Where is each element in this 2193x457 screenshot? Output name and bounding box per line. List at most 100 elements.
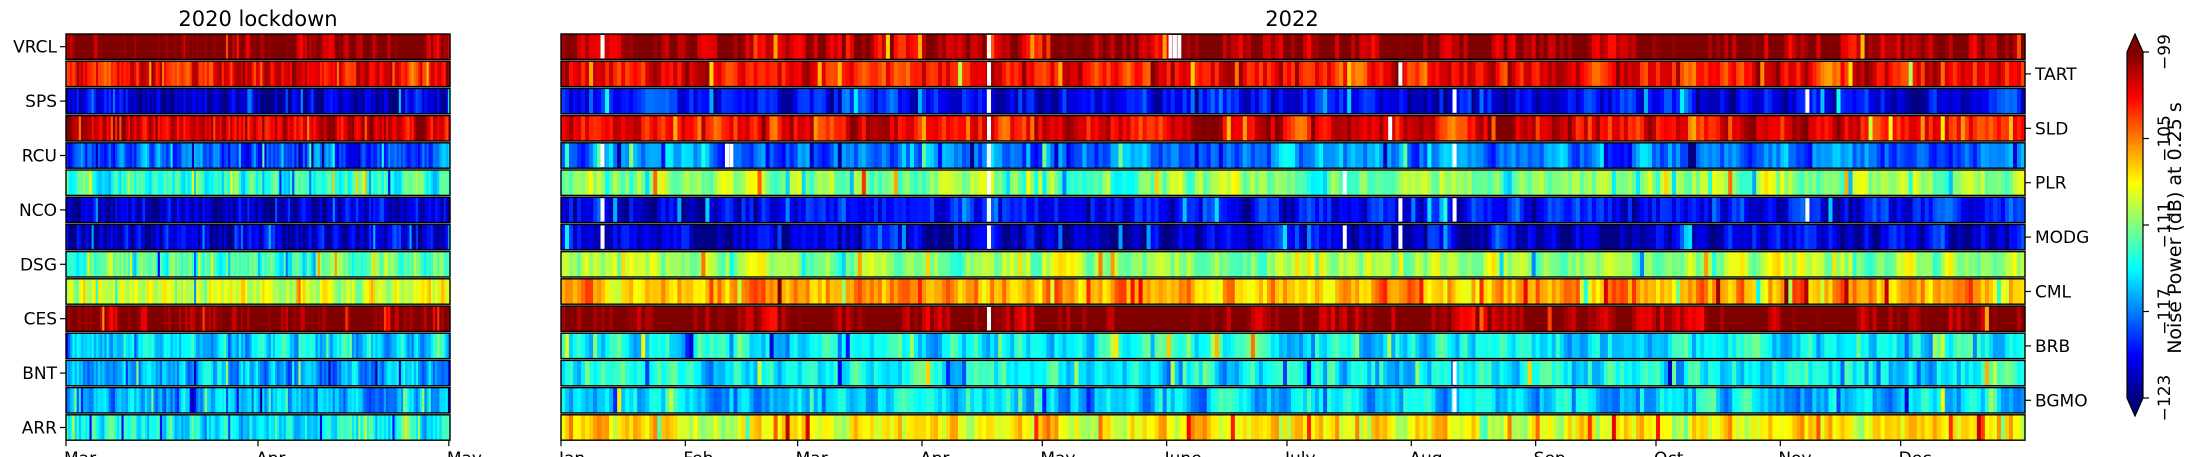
heatmap-cell — [217, 88, 221, 114]
heatmap-cell — [621, 34, 626, 60]
heatmap-cell — [296, 414, 300, 441]
heatmap-cell — [1030, 34, 1035, 60]
heatmap-cell — [313, 414, 317, 441]
heatmap-cell — [793, 34, 799, 60]
heatmap-cell — [1736, 61, 1741, 87]
heatmap-cell — [155, 251, 159, 277]
heatmap-cell — [356, 387, 359, 413]
heatmap-cell — [609, 88, 614, 114]
heatmap-cell — [649, 170, 654, 196]
heatmap-cell — [164, 414, 167, 441]
heatmap-cell — [196, 414, 199, 441]
heatmap-cell — [1896, 170, 1902, 196]
heatmap-cell — [354, 142, 357, 169]
heatmap-cell — [347, 414, 351, 441]
heatmap-cell — [1980, 34, 1986, 60]
heatmap-cell — [398, 142, 402, 169]
heatmap-cell — [422, 306, 425, 332]
heatmap-cell — [377, 360, 381, 386]
heatmap-cell — [415, 115, 419, 141]
heatmap-cell — [170, 170, 174, 196]
heatmap-cell — [1688, 88, 1693, 114]
heatmap-cell — [130, 88, 133, 114]
heatmap-cell — [409, 306, 413, 332]
heatmap-cell — [1792, 34, 1797, 60]
heatmap-cell — [381, 170, 385, 196]
heatmap-cell — [206, 306, 210, 332]
heatmap-cell — [1234, 170, 1240, 196]
heatmap-cell — [1868, 88, 1874, 114]
heatmap-cell — [1611, 115, 1617, 141]
heatmap-cell — [677, 34, 682, 60]
heatmap-cell — [181, 170, 184, 196]
heatmap-cell — [881, 61, 887, 87]
heatmap-cell — [326, 88, 329, 114]
heatmap-cell — [66, 224, 69, 250]
heatmap-cell — [1559, 88, 1565, 114]
heatmap-cell — [80, 251, 84, 277]
heatmap-cell — [187, 197, 191, 223]
heatmap-cell — [1720, 88, 1725, 114]
heatmap-cell — [1655, 115, 1661, 141]
heatmap-cell — [251, 170, 255, 196]
heatmap-cell — [138, 251, 142, 277]
heatmap-cell — [1996, 115, 2002, 141]
heatmap-cell — [68, 61, 71, 87]
heatmap-cell — [204, 170, 208, 196]
heatmap-cell — [435, 61, 438, 87]
heatmap-cell — [277, 414, 280, 441]
heatmap-cell — [142, 306, 146, 332]
heatmap-cell — [151, 251, 155, 277]
heatmap-cell — [245, 170, 248, 196]
heatmap-cell — [1234, 34, 1240, 60]
heatmap-cell — [1619, 61, 1625, 87]
heatmap-cell — [1407, 61, 1412, 87]
heatmap-cell — [1343, 115, 1348, 141]
heatmap-cell — [85, 170, 88, 196]
heatmap-row-frame — [65, 332, 451, 360]
heatmap-cell — [292, 170, 295, 196]
heatmap-cell — [1840, 170, 1846, 196]
heatmap-cell — [170, 414, 174, 441]
heatmap-cell — [1936, 115, 1942, 141]
heatmap-cell — [290, 34, 293, 60]
heatmap-cell — [821, 61, 827, 87]
heatmap-cell — [307, 306, 310, 332]
heatmap-cell — [234, 142, 238, 169]
heatmap-cell — [185, 115, 189, 141]
heatmap-cell — [117, 224, 120, 250]
heatmap-cell — [285, 414, 289, 441]
heatmap-cell — [713, 61, 719, 87]
heatmap-cell — [287, 224, 291, 250]
heatmap-cell — [1435, 170, 1440, 196]
heatmap-cell — [415, 360, 419, 386]
heatmap-cell — [151, 61, 155, 87]
heatmap-cell — [1363, 142, 1368, 169]
heatmap-cell — [322, 414, 325, 441]
heatmap-cell — [861, 61, 867, 87]
heatmap-cell — [398, 414, 402, 441]
heatmap-cell — [85, 197, 88, 223]
heatmap-cell — [74, 333, 78, 359]
heatmap-cell — [283, 387, 287, 413]
heatmap-cell — [106, 88, 110, 114]
heatmap-cell — [155, 278, 159, 305]
heatmap-cell — [324, 115, 327, 141]
heatmap-cell — [1270, 115, 1276, 141]
heatmap-cell — [106, 142, 110, 169]
heatmap-cell — [144, 142, 148, 169]
heatmap-cell — [251, 251, 255, 277]
heatmap-cell — [236, 251, 240, 277]
heatmap-cell — [561, 88, 566, 114]
heatmap-cell — [100, 387, 103, 413]
heatmap-cell — [2008, 115, 2014, 141]
heatmap-cell — [821, 170, 827, 196]
heatmap-cell — [368, 61, 372, 87]
heatmap-cell — [341, 197, 344, 223]
heatmap-cell — [108, 278, 112, 305]
heatmap-cell — [172, 251, 176, 277]
heatmap-cell — [204, 34, 208, 60]
heatmap-cell — [905, 34, 911, 60]
heatmap-cell — [83, 414, 86, 441]
heatmap-cell — [1098, 61, 1104, 87]
